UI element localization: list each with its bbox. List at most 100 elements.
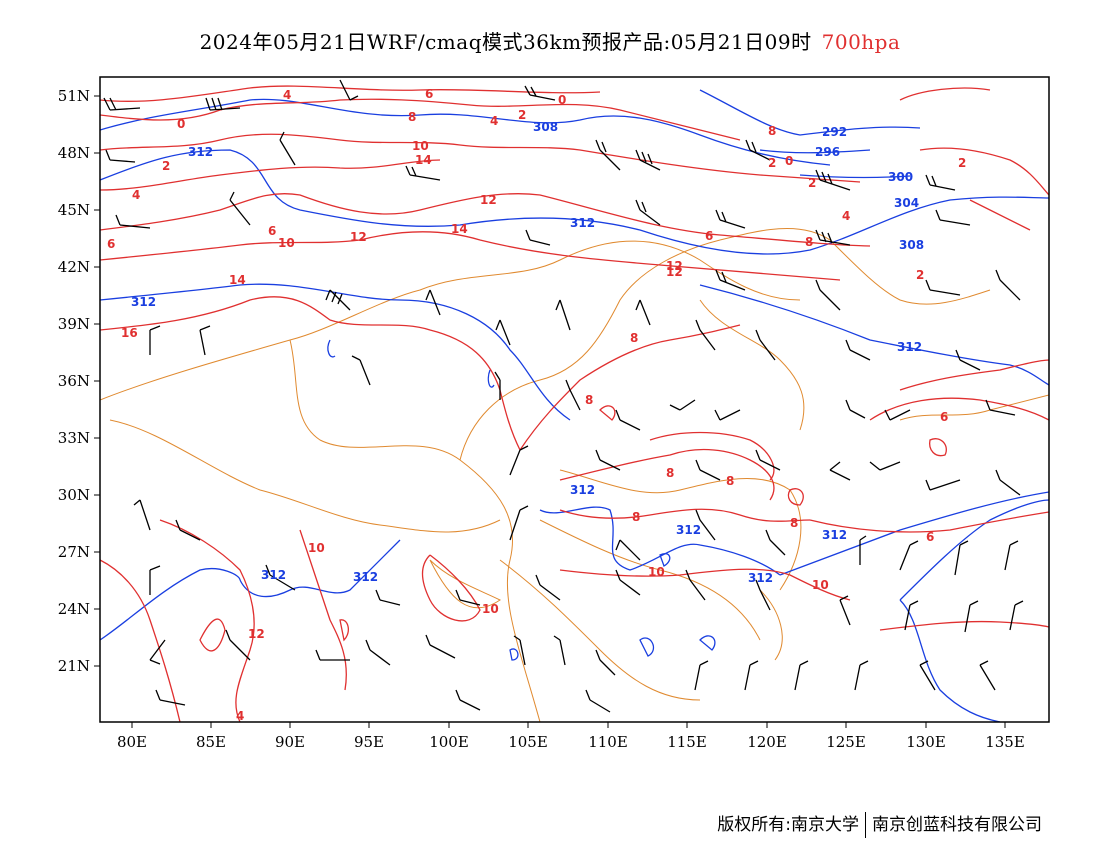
- contour-label: 12: [248, 627, 265, 641]
- contour-label: 312: [131, 295, 156, 309]
- lon-label: 95E: [354, 733, 384, 751]
- lat-label: 24N: [58, 600, 90, 618]
- longitude-labels: 80E 85E 90E 95E 100E 105E 110E 115E 120E…: [117, 733, 1025, 751]
- map-frame: [99, 76, 1050, 723]
- lat-label: 21N: [58, 657, 90, 675]
- contour-label: 2: [808, 176, 816, 190]
- contour-label: 4: [236, 709, 244, 723]
- copyright-footer: 版权所有:南京大学 南京创蓝科技有限公司: [717, 810, 1042, 838]
- title-main: 2024年05月21日WRF/cmaq模式36km预报产品:05月21日09时: [199, 30, 812, 54]
- contour-label: 4: [132, 188, 140, 202]
- contour-label: 6: [940, 410, 948, 424]
- contour-label: 12: [480, 193, 497, 207]
- contour-label: 16: [121, 326, 138, 340]
- longitude-axis: [131, 722, 1006, 728]
- contour-label: 8: [630, 331, 638, 345]
- footer-divider: [865, 812, 866, 838]
- contour-label: 10: [812, 578, 829, 592]
- lat-label: 45N: [58, 201, 90, 219]
- contour-label: 312: [570, 216, 595, 230]
- contour-label: 8: [768, 124, 776, 138]
- lon-label: 115E: [667, 733, 707, 751]
- lon-label: 135E: [985, 733, 1025, 751]
- contour-label: 292: [822, 125, 847, 139]
- lon-label: 130E: [906, 733, 946, 751]
- copyright-owner-university: 版权所有:南京大学: [717, 815, 859, 835]
- lat-label: 48N: [58, 144, 90, 162]
- contour-label: 10: [648, 565, 665, 579]
- lat-label: 51N: [58, 87, 90, 105]
- lon-label: 110E: [588, 733, 628, 751]
- lon-label: 100E: [429, 733, 469, 751]
- contour-label: 6: [705, 229, 713, 243]
- wind-barbs: [103, 79, 1024, 713]
- contour-label: 8: [666, 466, 674, 480]
- lat-label: 27N: [58, 543, 90, 561]
- contour-label: 4: [842, 209, 850, 223]
- contour-label: 4: [490, 114, 498, 128]
- contour-label: 0: [558, 93, 566, 107]
- contour-label: 10: [482, 602, 499, 616]
- height-contours: [100, 89, 1049, 722]
- contour-label: 0: [177, 117, 185, 131]
- contour-label: 2: [958, 156, 966, 170]
- height-labels: 312 308 292 296 300 304 308 312 312 312 …: [131, 120, 924, 585]
- latitude-labels: 51N 48N 45N 42N 39N 36N 33N 30N 27N 24N …: [58, 87, 90, 675]
- contour-label: 300: [888, 170, 913, 184]
- contour-label: 312: [188, 145, 213, 159]
- contour-label: 8: [632, 510, 640, 524]
- contour-label: 312: [570, 483, 595, 497]
- contour-label: 14: [415, 153, 432, 167]
- contour-label: 4: [283, 88, 291, 102]
- contour-label: 308: [533, 120, 558, 134]
- contour-label: 0: [785, 154, 793, 168]
- contour-label: 312: [748, 571, 773, 585]
- contour-label: 2: [518, 108, 526, 122]
- contour-label: 14: [229, 273, 246, 287]
- copyright-owner-company: 南京创蓝科技有限公司: [872, 815, 1042, 835]
- title-pressure-level: 700hpa: [821, 30, 901, 54]
- contour-label: 10: [308, 541, 325, 555]
- lon-label: 80E: [117, 733, 147, 751]
- lon-label: 85E: [196, 733, 226, 751]
- contour-label: 2: [162, 159, 170, 173]
- temperature-labels: 4 0 2 6 8 10 14 12 2 4 6 8 0 2 2 0 6 4 8…: [107, 87, 966, 723]
- contour-label: 8: [408, 110, 416, 124]
- contour-label: 8: [805, 235, 813, 249]
- lon-label: 125E: [826, 733, 866, 751]
- contour-label: 8: [790, 516, 798, 530]
- latitude-axis: [94, 95, 100, 667]
- lat-label: 33N: [58, 429, 90, 447]
- contour-label: 312: [822, 528, 847, 542]
- contour-label: 14: [451, 222, 468, 236]
- contour-label: 10: [412, 139, 429, 153]
- contour-label: 6: [107, 237, 115, 251]
- boundary-lines: [100, 228, 1049, 722]
- contour-label: 12: [666, 259, 683, 273]
- contour-label: 8: [726, 474, 734, 488]
- contour-label: 6: [425, 87, 433, 101]
- lat-label: 30N: [58, 486, 90, 504]
- contour-label: 12: [350, 230, 367, 244]
- contour-label: 10: [278, 236, 295, 250]
- contour-label: 312: [261, 568, 286, 582]
- contour-label: 312: [897, 340, 922, 354]
- map-title: 2024年05月21日WRF/cmaq模式36km预报产品:05月21日09时 7…: [0, 26, 1100, 55]
- contour-label: 8: [585, 393, 593, 407]
- lat-label: 39N: [58, 315, 90, 333]
- lon-label: 120E: [747, 733, 787, 751]
- contour-label: 312: [353, 570, 378, 584]
- contour-label: 12: [666, 265, 683, 279]
- contour-label: 6: [926, 530, 934, 544]
- contour-label: 6: [268, 224, 276, 238]
- lon-label: 90E: [275, 733, 305, 751]
- contour-label: 2: [916, 268, 924, 282]
- contour-label: 308: [899, 238, 924, 252]
- contour-label: 304: [894, 196, 919, 210]
- contour-label: 296: [815, 145, 840, 159]
- contour-label: 312: [676, 523, 701, 537]
- lat-label: 42N: [58, 258, 90, 276]
- lat-label: 36N: [58, 372, 90, 390]
- contour-label: 2: [768, 156, 776, 170]
